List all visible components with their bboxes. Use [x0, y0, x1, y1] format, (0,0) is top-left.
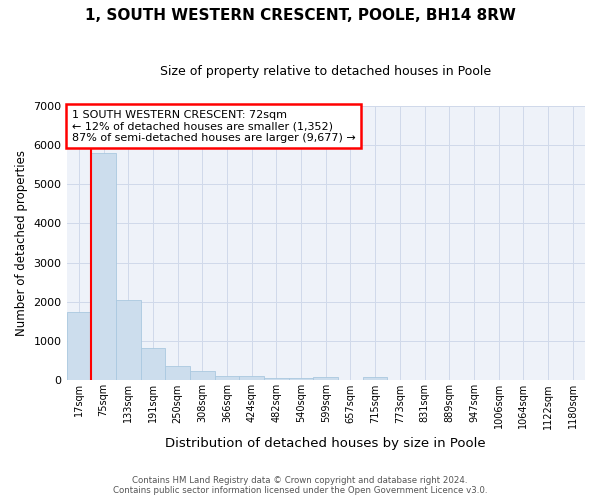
Bar — [289, 378, 313, 380]
Bar — [215, 376, 239, 380]
Bar — [116, 300, 140, 380]
Text: Contains HM Land Registry data © Crown copyright and database right 2024.
Contai: Contains HM Land Registry data © Crown c… — [113, 476, 487, 495]
Bar — [67, 312, 91, 380]
Text: 1 SOUTH WESTERN CRESCENT: 72sqm
← 12% of detached houses are smaller (1,352)
87%: 1 SOUTH WESTERN CRESCENT: 72sqm ← 12% of… — [72, 110, 355, 143]
Text: 1, SOUTH WESTERN CRESCENT, POOLE, BH14 8RW: 1, SOUTH WESTERN CRESCENT, POOLE, BH14 8… — [85, 8, 515, 22]
Bar — [363, 377, 388, 380]
X-axis label: Distribution of detached houses by size in Poole: Distribution of detached houses by size … — [166, 437, 486, 450]
Y-axis label: Number of detached properties: Number of detached properties — [15, 150, 28, 336]
Bar — [264, 378, 289, 380]
Bar — [165, 366, 190, 380]
Title: Size of property relative to detached houses in Poole: Size of property relative to detached ho… — [160, 65, 491, 78]
Bar — [91, 154, 116, 380]
Bar — [190, 372, 215, 380]
Bar — [140, 348, 165, 380]
Bar — [313, 377, 338, 380]
Bar — [239, 376, 264, 380]
